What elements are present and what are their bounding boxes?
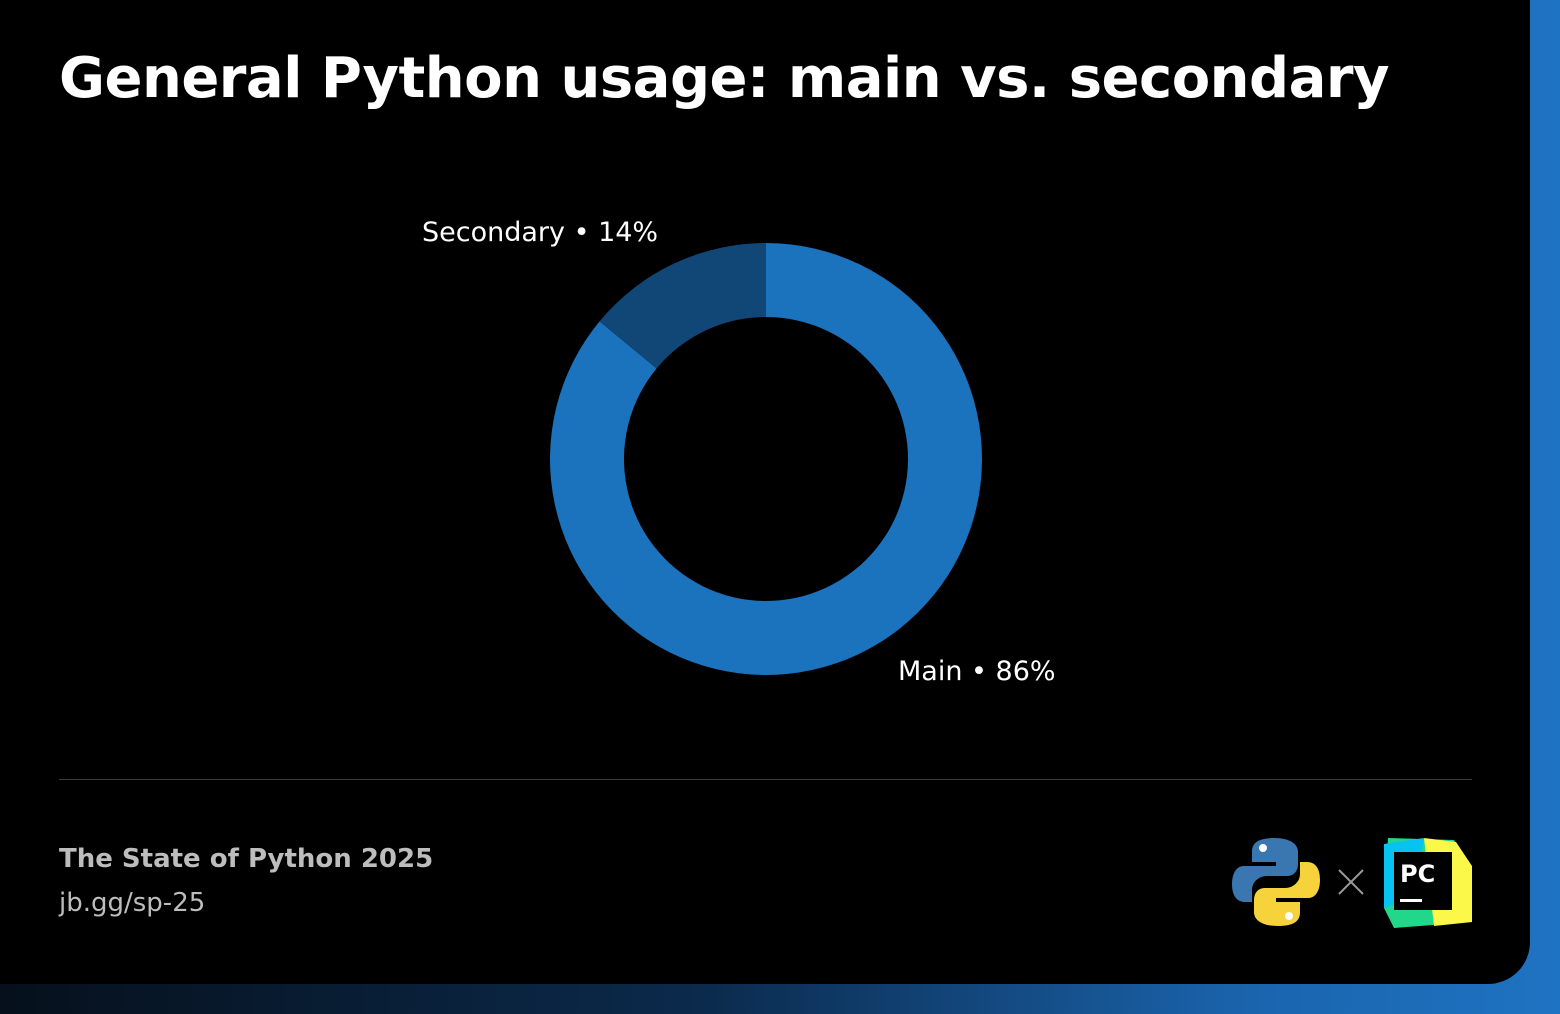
python-logo-icon xyxy=(1232,838,1320,926)
donut-slices xyxy=(550,243,982,675)
times-separator-icon xyxy=(1338,869,1364,895)
report-link[interactable]: jb.gg/sp-25 xyxy=(59,888,206,918)
donut-chart: Secondary • 14% Main • 86% xyxy=(422,217,1056,687)
brand-logos: PC xyxy=(1232,838,1472,928)
slice-label-main: Main • 86% xyxy=(898,656,1056,687)
pycharm-logo-text: PC xyxy=(1400,860,1435,888)
footer-divider xyxy=(59,779,1472,780)
page-title: General Python usage: main vs. secondary xyxy=(59,46,1390,111)
slice-label-secondary: Secondary • 14% xyxy=(422,217,658,248)
donut-slice-main xyxy=(550,243,982,675)
report-title: The State of Python 2025 xyxy=(59,844,434,874)
donut-slice-secondary xyxy=(599,243,766,369)
chart-card: General Python usage: main vs. secondary… xyxy=(0,0,1530,984)
pycharm-logo-icon: PC xyxy=(1384,838,1472,928)
